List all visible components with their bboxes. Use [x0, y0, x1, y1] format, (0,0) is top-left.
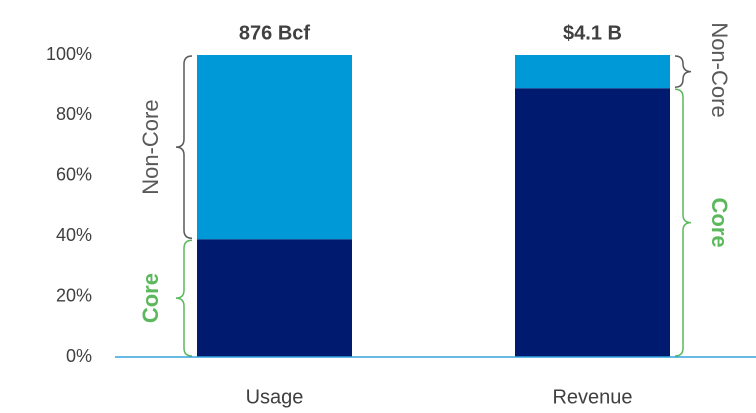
segment-label: Core	[138, 273, 163, 323]
y-tick-label: 40%	[56, 225, 92, 245]
bar-segment	[197, 239, 352, 357]
y-tick-label: 20%	[56, 285, 92, 305]
x-tick-label: Usage	[246, 386, 304, 408]
total-label: 876 Bcf	[239, 22, 310, 44]
bracket	[175, 239, 193, 357]
total-label: $4.1 B	[563, 22, 622, 44]
bracket	[175, 55, 193, 239]
bracket	[674, 88, 692, 357]
segment-label: Core	[707, 198, 732, 248]
bar-segment	[515, 55, 670, 89]
x-tick-label: Revenue	[552, 386, 632, 408]
y-tick-label: 80%	[56, 104, 92, 124]
segment-label: Non-Core	[138, 99, 163, 194]
bar-segment	[515, 88, 670, 357]
y-tick-label: 100%	[46, 44, 92, 64]
bar-segment	[197, 55, 352, 240]
bracket	[674, 55, 692, 88]
segment-label: Non-Core	[707, 22, 732, 117]
y-tick-label: 60%	[56, 165, 92, 185]
y-tick-label: 0%	[66, 346, 92, 366]
